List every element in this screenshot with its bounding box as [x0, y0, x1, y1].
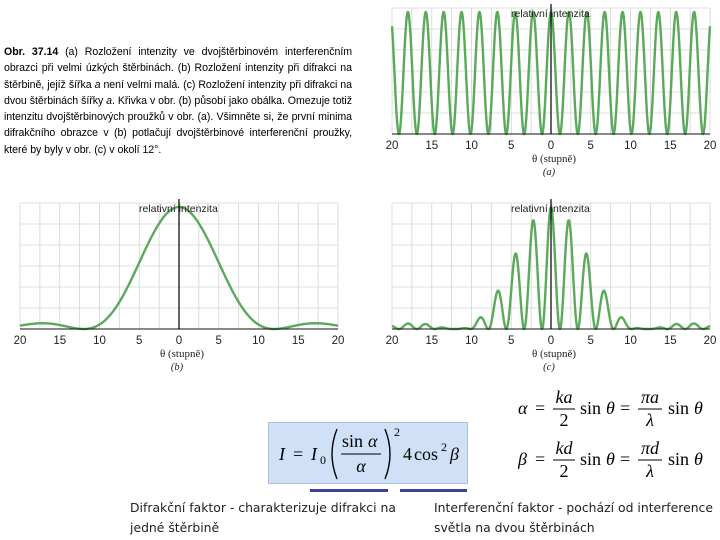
x-tick-label: 20 — [704, 140, 717, 152]
x-tick-label: 20 — [704, 335, 717, 347]
x-tick-label: 10 — [624, 335, 637, 347]
x-tick-label: 15 — [425, 140, 438, 152]
x-tick-label: 0 — [548, 140, 554, 152]
chart-b-x-label: θ (stupně) — [160, 348, 204, 360]
alpha-beta-formulas: α = ka 2 sin θ = πa λ sin θ β = kd 2 sin… — [517, 387, 718, 481]
chart-b-y-label: relativní intenzita — [139, 203, 218, 215]
beta-num1: kd — [556, 438, 574, 458]
beta-theta2: θ — [694, 449, 703, 469]
x-tick-label: 0 — [176, 335, 182, 347]
caption-text-b: není velmi malá. (c) Rozložení intenzity… — [4, 78, 352, 107]
interference-factor-note: Interferenční faktor - pochází od interf… — [434, 500, 713, 535]
chart-a-sublabel: (a) — [543, 167, 556, 178]
caption-text-a: (a) Rozložení intenzity ve dvojštěrbinov… — [4, 46, 352, 91]
intensity-formula: I = I 0 sin α α 2 4 cos 2 β — [268, 422, 468, 484]
figure-b: 20 15 10 5 0 5 10 15 20 relativní intenzita θ (s… — [12, 197, 346, 375]
x-tick-label: 20 — [332, 335, 345, 347]
x-tick-label: 5 — [136, 335, 142, 347]
alpha-eq1: = — [535, 398, 545, 418]
figure-a: 20 15 10 5 0 5 10 15 20 relativní intenzita θ (s… — [384, 2, 718, 180]
x-tick-label: 20 — [386, 335, 399, 347]
x-tick-label: 15 — [664, 335, 677, 347]
caption-var-a1: a — [94, 78, 101, 91]
chart-c: 20 15 10 5 0 5 10 15 20 relativní intenzita θ (s… — [386, 199, 717, 373]
x-tick-label: 5 — [588, 140, 594, 152]
chart-c-x-label: θ (stupně) — [532, 348, 576, 360]
x-tick-label: 0 — [548, 335, 554, 347]
diffraction-factor-note: Difrakční faktor - charakterizuje difrak… — [130, 500, 396, 535]
formula-I0: I — [310, 444, 318, 464]
formula-cos-exp: 2 — [441, 440, 447, 454]
x-tick-label: 10 — [93, 335, 106, 347]
beta-eq1: = — [535, 449, 545, 469]
alpha-den2: λ — [645, 410, 654, 430]
alpha-sin1: sin — [580, 398, 601, 418]
alpha-den1: 2 — [560, 410, 569, 430]
alpha-eq2: = — [620, 398, 630, 418]
figure-c: 20 15 10 5 0 5 10 15 20 relativní intenzita θ (s… — [384, 197, 718, 375]
x-tick-label: 15 — [53, 335, 66, 347]
x-tick-label: 5 — [508, 335, 514, 347]
formula-coef: 4 — [403, 444, 412, 464]
beta-formula: β = kd 2 sin θ = πd λ sin θ — [517, 438, 703, 481]
formula-eq: = — [293, 444, 303, 464]
beta-num2: πd — [641, 438, 660, 458]
x-tick-label: 10 — [465, 140, 478, 152]
formula-exp: 2 — [394, 425, 400, 439]
x-tick-label: 5 — [508, 140, 514, 152]
formula-I0-sub: 0 — [320, 453, 326, 467]
alpha-formula: α = ka 2 sin θ = πa λ sin θ — [518, 387, 703, 430]
formula-cos: cos — [414, 444, 438, 464]
x-tick-label: 15 — [664, 140, 677, 152]
caption-label: Obr. 37.14 — [4, 46, 59, 58]
x-tick-label: 20 — [14, 335, 27, 347]
beta-den2: λ — [645, 461, 654, 480]
alpha-lhs: α — [518, 398, 528, 418]
x-tick-label: 5 — [216, 335, 222, 347]
caption-var-a2: a — [106, 94, 112, 107]
x-tick-label: 10 — [252, 335, 265, 347]
beta-lhs: β — [518, 449, 527, 469]
x-tick-label: 15 — [292, 335, 305, 347]
chart-b-sublabel: (b) — [171, 362, 184, 373]
alpha-num2: πa — [641, 388, 659, 407]
caption-text-c: . Křivka v obr. (b) působí jako obálka. … — [4, 94, 352, 156]
alpha-theta1: θ — [606, 398, 615, 418]
x-tick-label: 10 — [465, 335, 478, 347]
figure-caption: Obr. 37.14 (a) Rozložení intenzity ve dv… — [4, 44, 352, 158]
alpha-num1: ka — [556, 388, 573, 407]
beta-den1: 2 — [560, 461, 569, 480]
chart-a: 20 15 10 5 0 5 10 15 20 relativní intenzita θ (s… — [386, 4, 717, 178]
left-paren — [331, 428, 338, 480]
beta-theta1: θ — [606, 449, 615, 469]
x-tick-label: 10 — [624, 140, 637, 152]
chart-c-sublabel: (c) — [543, 362, 555, 373]
x-tick-label: 15 — [425, 335, 438, 347]
right-paren — [384, 428, 391, 480]
x-tick-label: 5 — [588, 335, 594, 347]
x-tick-label: 20 — [386, 140, 399, 152]
diffraction-underline — [310, 489, 388, 492]
beta-sin2: sin — [668, 449, 689, 469]
formula-alpha-num: α — [368, 431, 378, 451]
formula-alpha-den: α — [356, 456, 366, 476]
alpha-beta-formulas-svg: α = ka 2 sin θ = πa λ sin θ β = kd 2 sin… — [517, 387, 703, 481]
formula-sin: sin — [342, 431, 363, 451]
beta-eq2: = — [620, 449, 630, 469]
chart-b: 20 15 10 5 0 5 10 15 20 relativní intenzita θ (s… — [14, 199, 345, 373]
alpha-theta2: θ — [694, 398, 703, 418]
intensity-formula-svg: I = I 0 sin α α 2 4 cos 2 β — [278, 425, 459, 480]
chart-a-y-label: relativní intenzita — [511, 8, 590, 20]
formula-beta: β — [449, 444, 459, 464]
chart-a-x-label: θ (stupně) — [532, 153, 576, 165]
interference-underline — [400, 489, 467, 492]
formula-I: I — [278, 444, 286, 464]
alpha-sin2: sin — [668, 398, 689, 418]
chart-c-y-label: relativní intenzita — [511, 203, 590, 215]
beta-sin1: sin — [580, 449, 601, 469]
